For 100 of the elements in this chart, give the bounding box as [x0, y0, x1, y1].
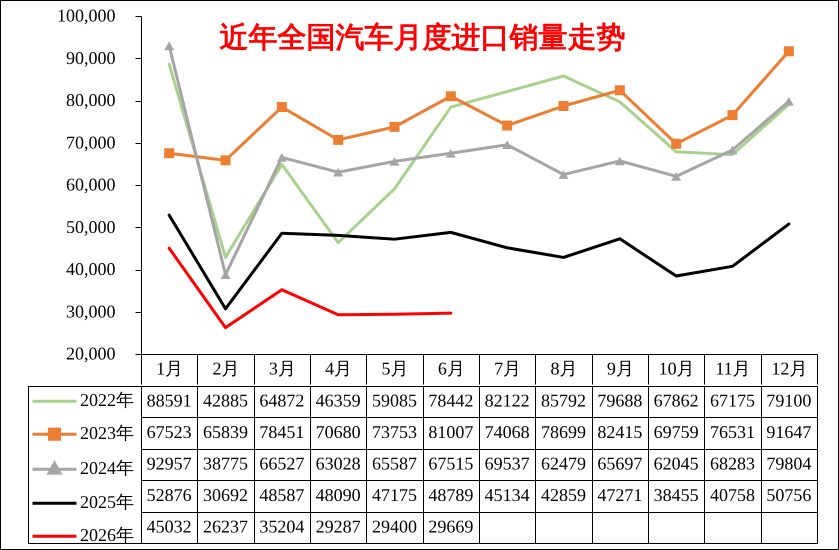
- data-label: 48789: [428, 484, 474, 505]
- data-label: 76531: [710, 422, 755, 442]
- data-label: 50756: [766, 484, 812, 505]
- data-label: 65697: [597, 454, 642, 474]
- point: [671, 172, 682, 181]
- x-tick-label: 12月: [771, 358, 808, 378]
- point: [220, 155, 230, 166]
- point: [671, 138, 682, 149]
- point: [333, 134, 344, 145]
- point: [333, 168, 344, 177]
- data-label: 67515: [428, 454, 474, 474]
- data-label: 26237: [203, 516, 248, 536]
- data-label: 67175: [710, 390, 755, 411]
- data-label: 92957: [146, 454, 192, 474]
- data-label: 88591: [146, 390, 192, 411]
- x-tick-label: 11月: [715, 358, 751, 378]
- point: [390, 157, 400, 166]
- data-label: 46359: [316, 390, 361, 411]
- data-label: 47175: [372, 484, 417, 505]
- x-tick-label: 3月: [268, 358, 296, 378]
- y-tick-label: 70,000: [66, 132, 116, 152]
- data-label: 78699: [541, 422, 586, 442]
- point: [390, 122, 400, 132]
- data-label: 81007: [428, 422, 474, 442]
- data-label: 68283: [710, 454, 755, 474]
- point: [614, 156, 625, 166]
- data-label: 91647: [766, 422, 812, 442]
- data-label: 45134: [484, 484, 530, 505]
- y-tick-label: 90,000: [66, 48, 116, 68]
- data-label: 70680: [316, 422, 361, 442]
- data-label: 59085: [372, 390, 417, 411]
- point: [728, 146, 738, 154]
- data-label: 73753: [372, 422, 417, 442]
- y-tick-label: 50,000: [66, 216, 116, 237]
- data-label: 29669: [428, 516, 474, 536]
- data-label: 52876: [146, 484, 192, 505]
- data-label: 48587: [259, 484, 304, 505]
- x-tick-label: 9月: [606, 358, 634, 378]
- data-label: 82415: [597, 422, 642, 442]
- line-series: [168, 214, 790, 310]
- point: [164, 148, 174, 158]
- data-label: 79688: [597, 390, 642, 411]
- y-tick-label: 60,000: [66, 174, 116, 194]
- x-tick-label: 5月: [382, 358, 408, 378]
- data-label: 74068: [484, 422, 530, 442]
- point: [502, 140, 512, 150]
- data-label: 65587: [372, 454, 417, 474]
- data-label: 78442: [428, 390, 474, 411]
- legend-label: 2025年: [80, 492, 134, 512]
- data-label: 65839: [203, 422, 248, 442]
- data-label: 45032: [146, 516, 192, 536]
- point: [446, 148, 456, 158]
- x-tick-label: 7月: [494, 358, 522, 378]
- point: [558, 100, 568, 111]
- point: [558, 170, 568, 179]
- x-tick-label: 10月: [658, 358, 695, 378]
- data-label: 62045: [654, 454, 699, 474]
- chart-title: 近年全国汽车月度进口销量走势: [220, 21, 626, 54]
- data-label: 78451: [259, 422, 304, 442]
- x-tick-label: 8月: [550, 358, 578, 378]
- data-label: 85792: [541, 390, 586, 411]
- data-label: 67862: [654, 390, 699, 411]
- data-label: 29400: [372, 516, 417, 536]
- data-label: 35204: [259, 516, 304, 536]
- data-label: 30692: [203, 484, 248, 505]
- point: [614, 85, 625, 96]
- data-label: 47271: [597, 484, 642, 505]
- point: [446, 91, 456, 102]
- x-tick-label: 1月: [156, 358, 184, 378]
- data-label: 38455: [654, 484, 699, 505]
- legend-label: 2024年: [80, 458, 134, 478]
- data-label: 42885: [203, 390, 248, 411]
- data-label: 69759: [654, 422, 699, 442]
- data-label: 42859: [541, 484, 586, 505]
- point: [784, 46, 794, 56]
- line-series: [168, 246, 452, 330]
- data-label: 38775: [203, 454, 248, 474]
- legend-label: 2022年: [80, 390, 134, 410]
- data-label: 79804: [766, 454, 812, 474]
- data-label: 64872: [259, 390, 304, 411]
- point: [502, 120, 512, 131]
- data-label: 66527: [259, 454, 304, 474]
- x-tick-label: 2月: [212, 358, 240, 378]
- point: [276, 153, 287, 162]
- y-tick-label: 100,000: [57, 6, 116, 26]
- y-tick-label: 80,000: [66, 90, 116, 110]
- x-tick-label: 6月: [438, 358, 465, 378]
- data-label: 79100: [766, 390, 812, 411]
- legend-label: 2023年: [80, 423, 134, 444]
- y-tick-label: 40,000: [66, 259, 116, 279]
- x-tick-label: 4月: [325, 358, 352, 378]
- data-label: 82122: [484, 390, 530, 411]
- legend-label: 2026年: [80, 525, 134, 546]
- data-label: 63028: [316, 454, 361, 474]
- point: [728, 110, 738, 120]
- y-tick-label: 30,000: [66, 301, 116, 322]
- point: [164, 41, 174, 50]
- y-tick-label: 20,000: [66, 344, 116, 364]
- data-label: 67523: [146, 422, 192, 442]
- data-label: 40758: [710, 484, 755, 505]
